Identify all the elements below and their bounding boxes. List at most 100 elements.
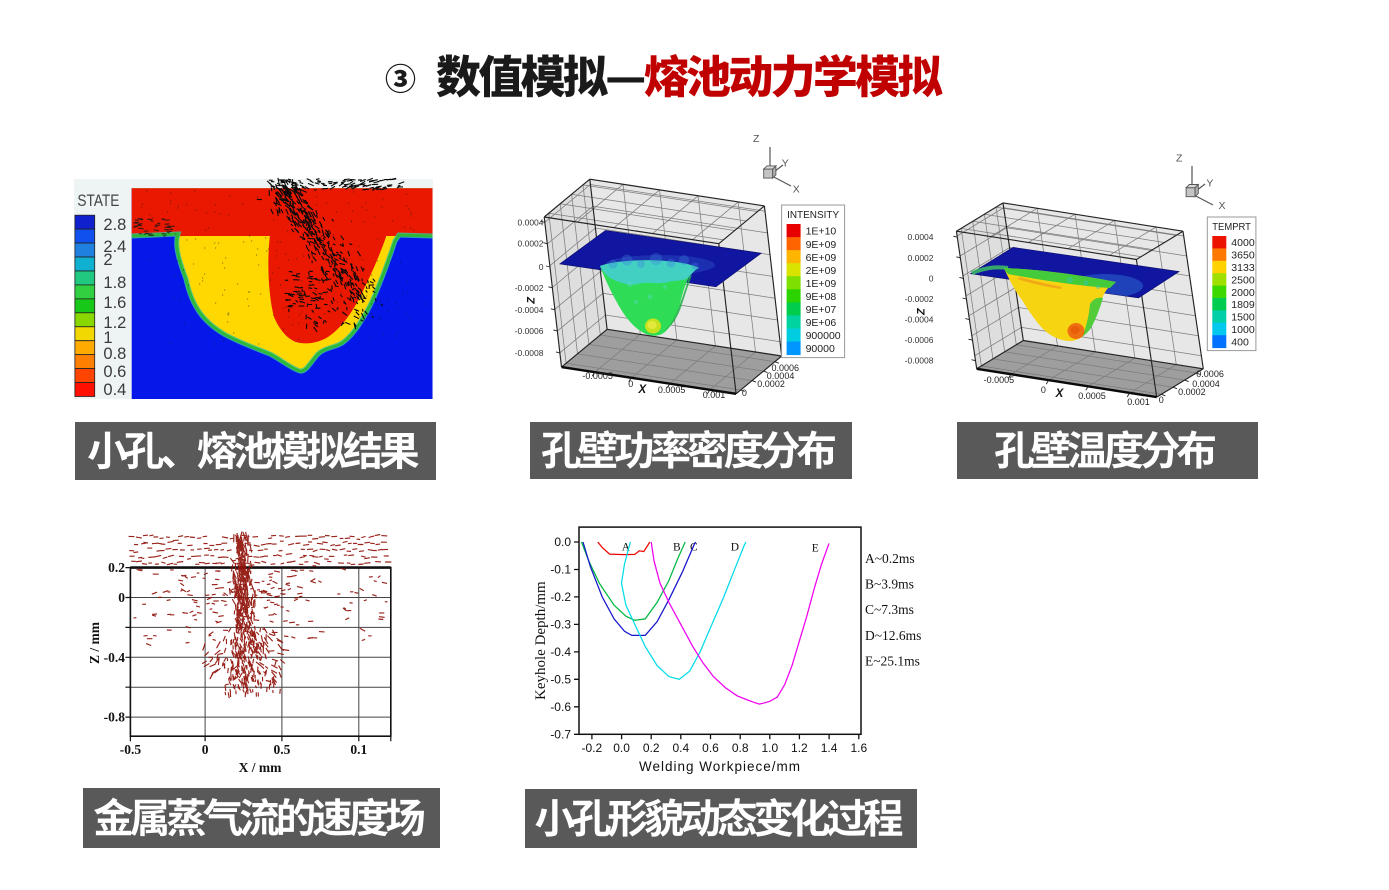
svg-text:0.0004: 0.0004 [1192, 379, 1220, 389]
svg-text:Y: Y [1206, 178, 1213, 190]
svg-text:0.2: 0.2 [643, 741, 660, 755]
svg-text:0.0006: 0.0006 [1196, 369, 1224, 379]
svg-text:1E+10: 1E+10 [806, 226, 837, 238]
svg-text:-0.2: -0.2 [550, 590, 571, 604]
svg-text:6E+09: 6E+09 [806, 252, 837, 264]
svg-text:Z: Z [1176, 153, 1183, 165]
svg-text:3650: 3650 [1231, 250, 1255, 262]
svg-text:0.8: 0.8 [732, 741, 749, 755]
svg-text:1.6: 1.6 [850, 741, 867, 755]
svg-text:A: A [622, 542, 631, 554]
svg-text:-0.5: -0.5 [120, 742, 142, 757]
svg-text:1809: 1809 [1231, 299, 1255, 311]
svg-text:C~7.3ms: C~7.3ms [865, 602, 914, 617]
svg-text:Z: Z [916, 307, 928, 316]
svg-text:0.0004: 0.0004 [908, 232, 934, 242]
svg-text:X: X [1055, 388, 1065, 400]
svg-text:1.2: 1.2 [791, 741, 808, 755]
svg-text:D~12.6ms: D~12.6ms [865, 628, 921, 643]
svg-text:0.0006: 0.0006 [772, 363, 800, 373]
svg-text:0: 0 [1159, 395, 1164, 405]
svg-text:-0.7: -0.7 [550, 727, 571, 741]
svg-text:-0.0002: -0.0002 [515, 283, 544, 293]
svg-text:Z: Z [526, 296, 538, 305]
svg-text:E: E [812, 543, 819, 555]
svg-text:0.4: 0.4 [103, 381, 126, 399]
svg-text:-0.4: -0.4 [550, 645, 571, 659]
svg-text:-0.5: -0.5 [550, 672, 571, 686]
svg-text:X: X [793, 183, 800, 195]
svg-text:0.6: 0.6 [702, 741, 719, 755]
svg-text:0.0002: 0.0002 [1178, 387, 1206, 397]
svg-text:1.4: 1.4 [821, 741, 838, 755]
svg-text:Keyhole Depth/mm: Keyhole Depth/mm [533, 581, 549, 700]
svg-text:0.0004: 0.0004 [767, 371, 795, 381]
svg-text:0: 0 [202, 742, 209, 757]
svg-text:0.0005: 0.0005 [658, 385, 686, 395]
svg-text:3133: 3133 [1231, 262, 1255, 274]
svg-text:0.6: 0.6 [103, 363, 126, 381]
svg-text:0.4: 0.4 [672, 741, 689, 755]
svg-text:0.0005: 0.0005 [1078, 391, 1106, 401]
svg-text:E~25.1ms: E~25.1ms [865, 653, 920, 668]
svg-text:9E+07: 9E+07 [806, 304, 837, 316]
svg-text:-0.0006: -0.0006 [905, 335, 934, 345]
svg-text:2500: 2500 [1231, 274, 1255, 286]
svg-text:Welding Workpiece/mm: Welding Workpiece/mm [639, 759, 801, 774]
svg-text:1.6: 1.6 [103, 294, 126, 312]
svg-text:-0.0005: -0.0005 [582, 371, 613, 381]
svg-text:-0.0002: -0.0002 [905, 294, 934, 304]
svg-text:-0.0006: -0.0006 [515, 326, 544, 336]
svg-text:-0.0008: -0.0008 [515, 348, 544, 358]
svg-text:2.8: 2.8 [103, 216, 126, 234]
svg-text:X / mm: X / mm [239, 760, 282, 775]
svg-text:1E+09: 1E+09 [806, 278, 837, 290]
svg-text:0: 0 [929, 273, 934, 283]
svg-text:2.4: 2.4 [103, 238, 126, 256]
svg-text:0.0002: 0.0002 [757, 379, 785, 389]
svg-text:0.5: 0.5 [273, 742, 290, 757]
svg-text:B~3.9ms: B~3.9ms [865, 577, 914, 592]
svg-text:-0.0004: -0.0004 [515, 305, 544, 315]
svg-text:TEMPRT: TEMPRT [1212, 222, 1251, 233]
svg-text:C: C [690, 542, 698, 554]
svg-text:2: 2 [103, 251, 112, 269]
svg-text:0: 0 [118, 590, 125, 605]
svg-text:Y: Y [782, 158, 789, 170]
svg-text:1000: 1000 [1231, 324, 1255, 336]
svg-text:0.0: 0.0 [554, 535, 571, 549]
svg-text:0.001: 0.001 [1127, 397, 1150, 407]
svg-text:1.0: 1.0 [761, 741, 778, 755]
svg-text:2E+09: 2E+09 [806, 265, 837, 277]
svg-text:-0.3: -0.3 [550, 617, 571, 631]
svg-text:-0.0004: -0.0004 [905, 315, 934, 325]
svg-text:2000: 2000 [1231, 287, 1255, 299]
svg-text:0.0002: 0.0002 [518, 239, 544, 249]
svg-text:-0.0005: -0.0005 [984, 375, 1015, 385]
svg-text:Z: Z [753, 133, 760, 145]
svg-text:0.1: 0.1 [350, 742, 367, 757]
svg-text:1500: 1500 [1231, 312, 1255, 324]
svg-text:-0.1: -0.1 [550, 563, 571, 577]
svg-text:1: 1 [103, 329, 112, 347]
svg-text:B: B [673, 542, 681, 554]
svg-text:0.0: 0.0 [613, 741, 630, 755]
svg-text:-0.8: -0.8 [104, 710, 126, 725]
svg-text:-0.2: -0.2 [582, 741, 603, 755]
svg-text:0: 0 [628, 379, 633, 389]
svg-text:Z / mm: Z / mm [87, 621, 102, 664]
svg-text:400: 400 [1231, 336, 1249, 348]
svg-text:D: D [731, 542, 739, 554]
svg-text:0.2: 0.2 [108, 560, 125, 575]
svg-text:0: 0 [742, 388, 747, 398]
svg-text:0.001: 0.001 [703, 390, 726, 400]
svg-text:9E+09: 9E+09 [806, 239, 837, 251]
svg-text:INTENSITY: INTENSITY [787, 210, 839, 221]
svg-text:4000: 4000 [1231, 237, 1255, 249]
svg-text:1.2: 1.2 [103, 314, 126, 332]
svg-text:1.8: 1.8 [103, 274, 126, 292]
svg-text:9E+08: 9E+08 [806, 291, 837, 303]
svg-text:-0.0008: -0.0008 [905, 356, 934, 366]
svg-text:0: 0 [539, 262, 544, 272]
svg-text:0: 0 [1041, 385, 1046, 395]
